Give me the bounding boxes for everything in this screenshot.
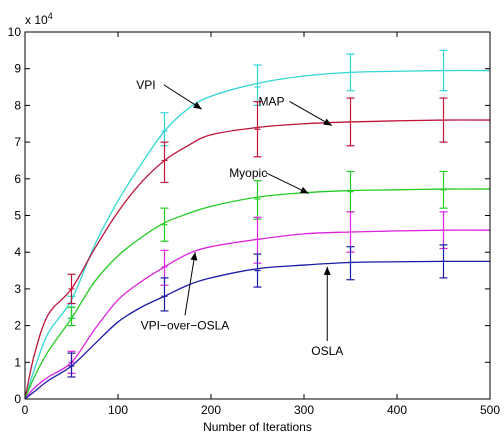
annotation-label: MAP <box>258 94 284 108</box>
y-tick-label-8: 8 <box>14 98 21 112</box>
annotation-arrow-head <box>190 252 198 261</box>
annotation-arrow-line <box>289 100 333 127</box>
y-tick-label-2: 2 <box>14 319 21 333</box>
y-tick-label-1: 1 <box>14 355 21 369</box>
y-multiplier-label: x 104 <box>25 11 53 27</box>
series-layer <box>24 69 491 400</box>
error-bar-osla-0 <box>67 352 76 378</box>
series-line-osla <box>24 260 491 400</box>
error-bar-myopic-1 <box>160 207 169 242</box>
y-tick-label-3: 3 <box>14 282 21 296</box>
annotation-arrow-head <box>193 101 202 110</box>
annotation-vpi: VPI <box>136 78 202 110</box>
annotation-label: VPI−over−OSLA <box>141 318 230 332</box>
annotation-arrow-head <box>323 118 332 126</box>
y-tick-label-5: 5 <box>14 209 21 223</box>
x-tick-label-400: 400 <box>387 403 407 417</box>
error-bar-osla-3 <box>346 246 355 281</box>
y-multiplier-exponent: 4 <box>48 11 53 21</box>
y-tick-label-9: 9 <box>14 62 21 76</box>
annotation-arrow-head <box>323 266 331 275</box>
annotation-vpi-over-osla: VPI−over−OSLA <box>141 252 230 332</box>
error-bar-map-4 <box>439 97 448 143</box>
series-line-myopic <box>24 188 491 400</box>
error-bar-myopic-4 <box>439 170 448 209</box>
error-bar-map-1 <box>160 141 169 184</box>
y-tick-label-7: 7 <box>14 135 21 149</box>
x-axis-label: Number of Iterations <box>203 420 312 434</box>
errorbar-layer <box>67 49 448 378</box>
error-bar-map-0 <box>67 273 76 305</box>
x-tick-label-100: 100 <box>108 403 128 417</box>
error-bar-map-2 <box>253 101 262 158</box>
y-axis-ticks: 0 1 2 3 4 5 6 7 8 9 10 <box>8 25 490 406</box>
annotation-map: MAP <box>258 94 333 127</box>
y-multiplier-base: x 10 <box>25 13 48 27</box>
y-tick-label-6: 6 <box>14 172 21 186</box>
annotation-osla: OSLA <box>311 266 343 358</box>
annotation-arrow-head <box>299 186 309 194</box>
annotation-label: VPI <box>136 78 155 92</box>
error-bar-vpi-3 <box>346 53 355 92</box>
error-bar-vpi-over-osla-4 <box>439 211 448 250</box>
error-bar-vpi-4 <box>439 49 448 92</box>
y-tick-label-0: 0 <box>14 392 21 406</box>
x-axis-ticks: 0 100 200 300 400 500 <box>22 32 500 417</box>
x-tick-label-0: 0 <box>22 403 29 417</box>
annotation-label: OSLA <box>311 344 343 358</box>
error-bar-myopic-0 <box>67 306 76 327</box>
series-line-map <box>24 119 491 400</box>
series-line-vpi-over-osla <box>24 229 491 400</box>
error-bar-osla-4 <box>439 244 448 279</box>
y-tick-label-4: 4 <box>14 245 21 259</box>
series-line-vpi <box>24 69 491 400</box>
annotation-label: Myopic <box>229 166 267 180</box>
error-bar-map-3 <box>346 97 355 147</box>
error-bar-osla-1 <box>160 277 169 312</box>
y-tick-label-10: 10 <box>8 25 22 39</box>
error-bar-osla-2 <box>253 253 262 288</box>
annotation-arrow-line <box>184 252 196 316</box>
x-tick-label-500: 500 <box>480 403 500 417</box>
annotation-layer: VPI MAP Myopic VPI−over−OSLA OSLA <box>136 78 343 358</box>
annotation-myopic: Myopic <box>229 166 309 194</box>
x-tick-label-200: 200 <box>201 403 221 417</box>
x-tick-label-300: 300 <box>294 403 314 417</box>
